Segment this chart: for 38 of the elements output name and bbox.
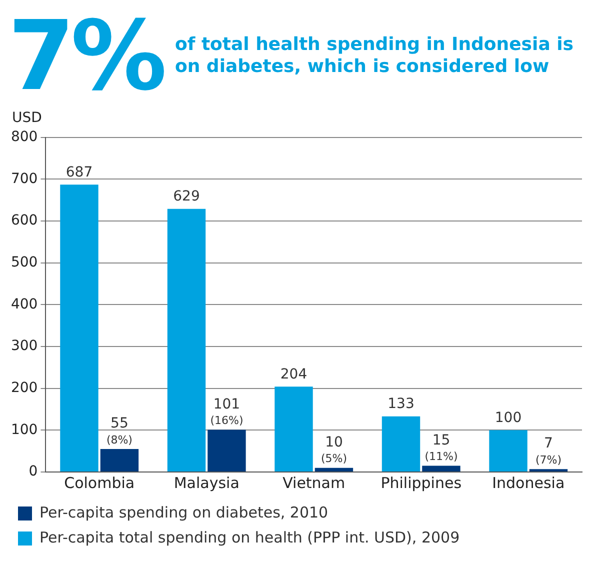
y-tick-label: 300 xyxy=(10,338,38,354)
bar xyxy=(60,184,98,472)
y-tick-label: 700 xyxy=(10,170,38,187)
y-tick-label: 500 xyxy=(10,254,38,271)
data-label: 15 (11%) xyxy=(424,432,458,464)
bar xyxy=(382,416,420,472)
data-label: 100 xyxy=(494,410,522,426)
y-tick-label: 200 xyxy=(10,380,38,396)
x-tick-label: Vietnam xyxy=(282,474,346,492)
legend-label: Per-capita spending on diabetes, 2010 xyxy=(40,503,328,522)
data-label: 55 (8%) xyxy=(106,416,132,446)
y-tick-label: 800 xyxy=(10,129,38,146)
data-label: 101 (16%) xyxy=(210,396,244,428)
bar xyxy=(489,430,528,472)
bar xyxy=(274,386,313,472)
data-label: 687 xyxy=(66,164,93,180)
legend-label: Per-capita total spending on health (PPP int. USD), 2009 xyxy=(40,528,460,546)
bar xyxy=(208,430,246,472)
x-tick-label: Malaysia xyxy=(174,474,240,492)
data-label: 7 (7%) xyxy=(535,436,562,466)
y-tick-label: 0 xyxy=(28,464,38,480)
bar xyxy=(314,468,354,472)
bar xyxy=(100,448,139,472)
data-label: 629 xyxy=(173,188,200,205)
data-label: 204 xyxy=(280,366,308,382)
data-label: 133 xyxy=(388,396,414,412)
y-tick-label: 400 xyxy=(10,296,38,312)
y-axis-title: USD xyxy=(12,110,43,126)
bar xyxy=(167,208,206,472)
chart-subtitle: of total health spending in Indonesia is on diabetes, which is considered low xyxy=(174,34,574,78)
x-tick-label: Philippines xyxy=(380,474,462,492)
chart-title: 7% xyxy=(8,0,163,112)
data-label: 10 (5%) xyxy=(320,434,347,466)
x-tick-label: Colombia xyxy=(64,474,135,492)
y-tick-label: 100 xyxy=(10,422,38,438)
bar xyxy=(422,466,460,472)
y-tick-label: 600 xyxy=(10,212,38,229)
x-tick-label: Indonesia xyxy=(492,474,565,492)
